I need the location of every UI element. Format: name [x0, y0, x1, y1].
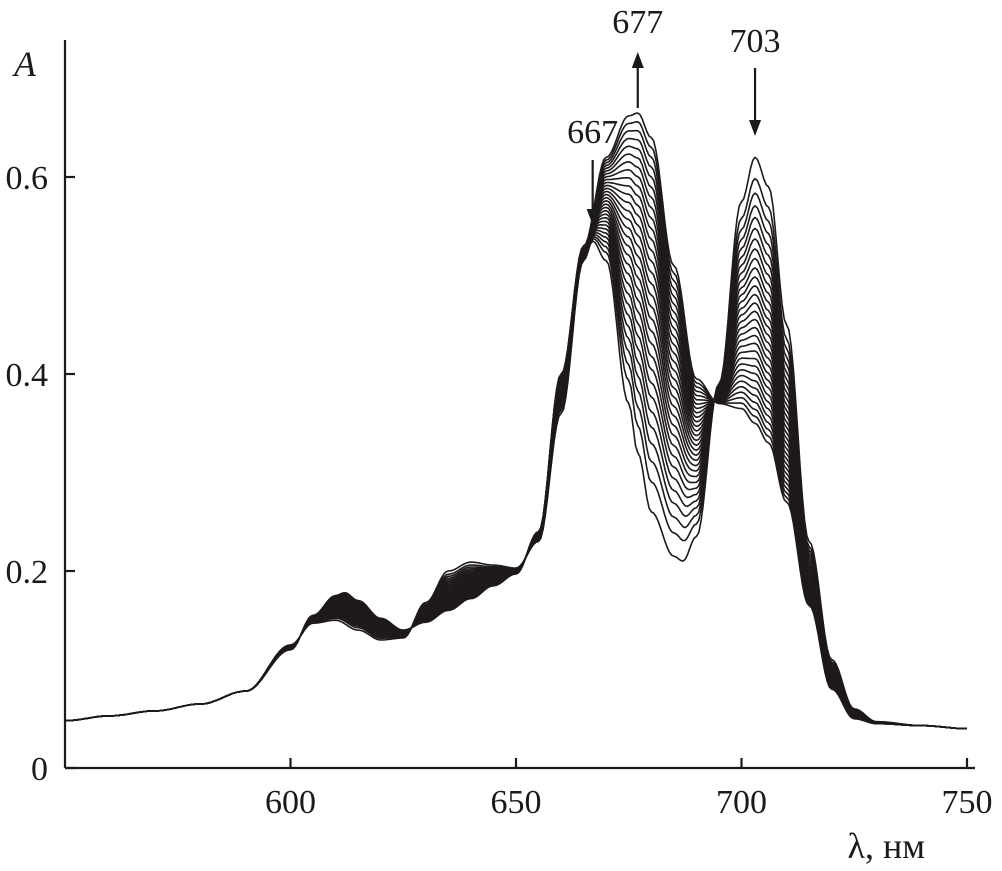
spectrum-curve-6 — [65, 227, 967, 730]
y-tick-label-0.4: 0.4 — [6, 357, 49, 394]
arrow-down-icon — [749, 120, 762, 136]
spectrum-curve-27 — [65, 137, 967, 730]
spectrum-curve-17 — [65, 193, 967, 730]
spectrum-curve-9 — [65, 220, 967, 730]
annotation-703: 703 — [730, 23, 781, 136]
annotation-667: 667 — [567, 114, 618, 225]
x-tick-label-650: 650 — [491, 784, 542, 821]
annotation-label-677: 677 — [612, 4, 663, 41]
spectrum-curve-8 — [65, 224, 967, 730]
x-tick-label-750: 750 — [942, 784, 993, 821]
spectrum-curve-1 — [65, 156, 967, 730]
peak-annotations: 667 677 703 — [567, 4, 781, 225]
annotation-label-667: 667 — [567, 114, 618, 151]
axes — [63, 40, 975, 770]
spectrum-curve-10 — [65, 216, 967, 730]
y-tick-label-0.6: 0.6 — [6, 160, 49, 197]
spectrum-curve-30 — [65, 112, 967, 730]
spectrum-curve-16 — [65, 196, 967, 730]
spectrum-curves — [65, 112, 967, 730]
annotation-677: 677 — [612, 4, 663, 108]
spectrum-curve-3 — [65, 192, 967, 730]
arrow-up-icon — [631, 52, 644, 68]
spectrum-curve-23 — [65, 169, 967, 730]
spectrum-curve-19 — [65, 187, 967, 730]
spectrum-curve-26 — [65, 145, 967, 730]
x-tick-label-700: 700 — [716, 784, 767, 821]
y-axis-label: A — [12, 44, 37, 84]
spectrum-curve-7 — [65, 227, 967, 730]
spectrum-curve-4 — [65, 205, 967, 730]
y-tick-label-0.2: 0.2 — [6, 554, 49, 591]
spectrum-curve-18 — [65, 190, 967, 730]
spectrum-curve-24 — [65, 161, 967, 730]
spectrum-curve-21 — [65, 181, 967, 730]
spectrum-curve-14 — [65, 203, 967, 730]
y-ticks: 0 0.2 0.4 0.6 — [6, 160, 75, 788]
x-ticks: 600 650 700 750 — [265, 758, 993, 821]
spectrum-curve-11 — [65, 213, 967, 730]
spectrum-curve-2 — [65, 177, 967, 730]
spectrum-curve-15 — [65, 200, 967, 730]
spectrum-curve-25 — [65, 153, 967, 730]
spectrum-curve-5 — [65, 216, 967, 730]
spectrum-curve-13 — [65, 206, 967, 730]
spectrum-curve-20 — [65, 184, 967, 730]
y-tick-label-0: 0 — [31, 751, 48, 788]
annotation-label-703: 703 — [730, 23, 781, 60]
spectrum-curve-28 — [65, 129, 967, 730]
spectrum-curve-12 — [65, 209, 967, 730]
x-axis-label: λ, нм — [847, 826, 925, 866]
spectrum-curve-29 — [65, 121, 967, 730]
x-tick-label-600: 600 — [265, 784, 316, 821]
spectrum-curve-22 — [65, 177, 967, 730]
arrow-down-icon — [586, 209, 599, 225]
